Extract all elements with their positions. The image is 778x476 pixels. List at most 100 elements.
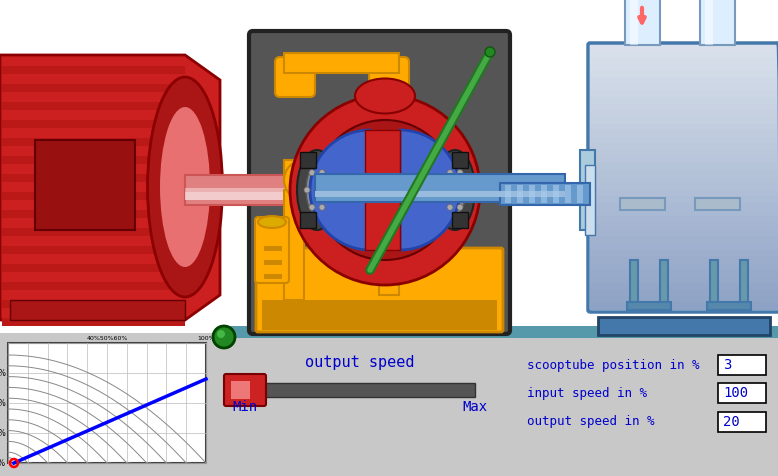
Bar xyxy=(590,276,778,284)
Bar xyxy=(284,73,306,88)
Ellipse shape xyxy=(315,120,455,260)
Bar xyxy=(264,260,282,265)
Bar xyxy=(705,0,713,45)
Circle shape xyxy=(309,204,315,210)
Bar xyxy=(710,260,718,310)
Bar xyxy=(590,44,778,51)
Bar xyxy=(590,263,778,270)
Ellipse shape xyxy=(148,77,223,297)
FancyBboxPatch shape xyxy=(369,57,409,97)
Bar xyxy=(2,156,185,164)
Bar xyxy=(541,185,547,203)
Text: Max: Max xyxy=(462,400,488,414)
Bar xyxy=(231,381,250,399)
Bar xyxy=(185,188,330,192)
Ellipse shape xyxy=(355,79,415,113)
Bar xyxy=(2,210,185,218)
Bar xyxy=(2,66,185,74)
Bar xyxy=(590,64,778,71)
Circle shape xyxy=(319,169,325,176)
Ellipse shape xyxy=(359,160,399,200)
Bar xyxy=(630,0,638,45)
Bar xyxy=(590,183,778,191)
Bar xyxy=(620,198,665,210)
FancyBboxPatch shape xyxy=(224,374,266,406)
Polygon shape xyxy=(0,55,220,320)
Bar xyxy=(590,104,778,111)
Bar xyxy=(0,333,778,476)
Bar xyxy=(0,0,778,335)
Bar xyxy=(590,243,778,250)
Bar xyxy=(590,50,778,58)
Bar xyxy=(2,138,185,146)
Bar xyxy=(590,117,778,125)
Bar xyxy=(262,300,497,330)
Bar xyxy=(718,412,766,432)
Bar xyxy=(590,110,778,118)
Bar xyxy=(2,300,185,308)
Circle shape xyxy=(447,204,453,210)
Bar xyxy=(517,185,523,203)
Bar xyxy=(598,317,770,335)
Text: 10%: 10% xyxy=(0,428,6,437)
Circle shape xyxy=(319,204,325,210)
Bar xyxy=(590,123,778,131)
Bar xyxy=(577,185,583,203)
Bar xyxy=(700,0,735,45)
Bar xyxy=(220,326,778,338)
Bar xyxy=(452,212,468,228)
Text: 3: 3 xyxy=(723,358,731,372)
Bar xyxy=(590,256,778,264)
Bar xyxy=(590,70,778,78)
Bar xyxy=(2,318,185,326)
Ellipse shape xyxy=(435,150,475,230)
Bar xyxy=(718,355,766,375)
Bar xyxy=(264,267,282,272)
FancyBboxPatch shape xyxy=(35,140,135,230)
Bar xyxy=(660,260,668,310)
Bar xyxy=(500,183,590,205)
Bar xyxy=(590,289,778,297)
Bar xyxy=(590,130,778,138)
Bar xyxy=(315,174,565,202)
FancyBboxPatch shape xyxy=(275,57,315,97)
Bar xyxy=(630,260,638,310)
Circle shape xyxy=(217,330,225,338)
Bar xyxy=(565,185,571,203)
Bar xyxy=(707,302,751,310)
Bar xyxy=(740,260,748,310)
Bar xyxy=(2,192,185,200)
Text: input speed in %: input speed in % xyxy=(527,387,647,399)
Bar xyxy=(590,249,778,257)
Bar xyxy=(590,223,778,230)
FancyBboxPatch shape xyxy=(249,31,510,334)
Bar xyxy=(590,236,778,244)
Bar xyxy=(590,97,778,105)
Bar xyxy=(590,282,778,290)
Bar xyxy=(590,90,778,98)
Ellipse shape xyxy=(297,150,337,230)
Text: 100%: 100% xyxy=(197,336,215,341)
Bar xyxy=(365,130,400,250)
Bar xyxy=(2,84,185,92)
Bar xyxy=(590,190,778,198)
Bar xyxy=(300,152,316,168)
Bar xyxy=(264,246,282,251)
Bar xyxy=(590,216,778,224)
Bar xyxy=(590,84,778,91)
Circle shape xyxy=(309,169,315,176)
Bar xyxy=(379,175,399,295)
Bar xyxy=(300,212,316,228)
Bar xyxy=(2,264,185,272)
Bar xyxy=(529,185,535,203)
Bar xyxy=(590,77,778,85)
Bar xyxy=(627,302,671,310)
Circle shape xyxy=(442,187,448,193)
Bar xyxy=(625,0,660,45)
Bar xyxy=(580,150,595,230)
Text: 40%50%60%: 40%50%60% xyxy=(86,336,128,341)
Text: output speed in %: output speed in % xyxy=(527,416,654,428)
Ellipse shape xyxy=(160,107,210,267)
Bar xyxy=(553,185,559,203)
Ellipse shape xyxy=(306,165,328,215)
